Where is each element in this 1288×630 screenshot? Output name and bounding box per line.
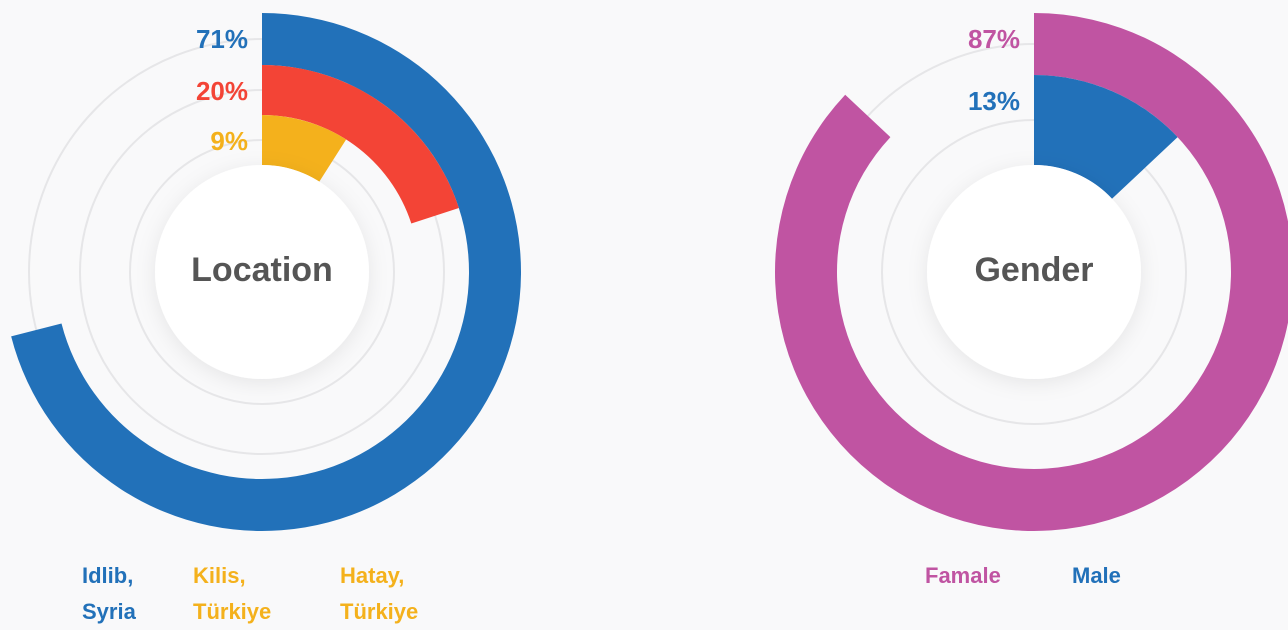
value-label: 87% [968,24,1020,54]
legend-entry: Idlib, Syria [82,563,136,624]
value-label: 20% [196,76,248,106]
center-title: Gender [974,251,1093,289]
value-label: 13% [968,86,1020,116]
radial-bar [1034,75,1178,199]
legend-entry: Kilis, Türkiye [193,563,272,624]
legend-entry: Hatay, Türkiye [340,563,419,624]
value-label: 71% [196,24,248,54]
legend-entry: Male [1072,563,1121,588]
radial-bar [262,115,347,182]
radial-bar [262,65,459,224]
center-title: Location [191,251,333,289]
center-disc [155,165,369,379]
legend-entry: Famale [925,563,1001,588]
center-disc [927,165,1141,379]
value-label: 9% [210,126,248,156]
